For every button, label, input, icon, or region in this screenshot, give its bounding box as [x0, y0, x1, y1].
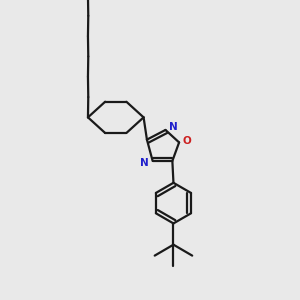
Text: N: N — [169, 122, 178, 132]
Text: O: O — [182, 136, 191, 146]
Text: N: N — [140, 158, 149, 167]
